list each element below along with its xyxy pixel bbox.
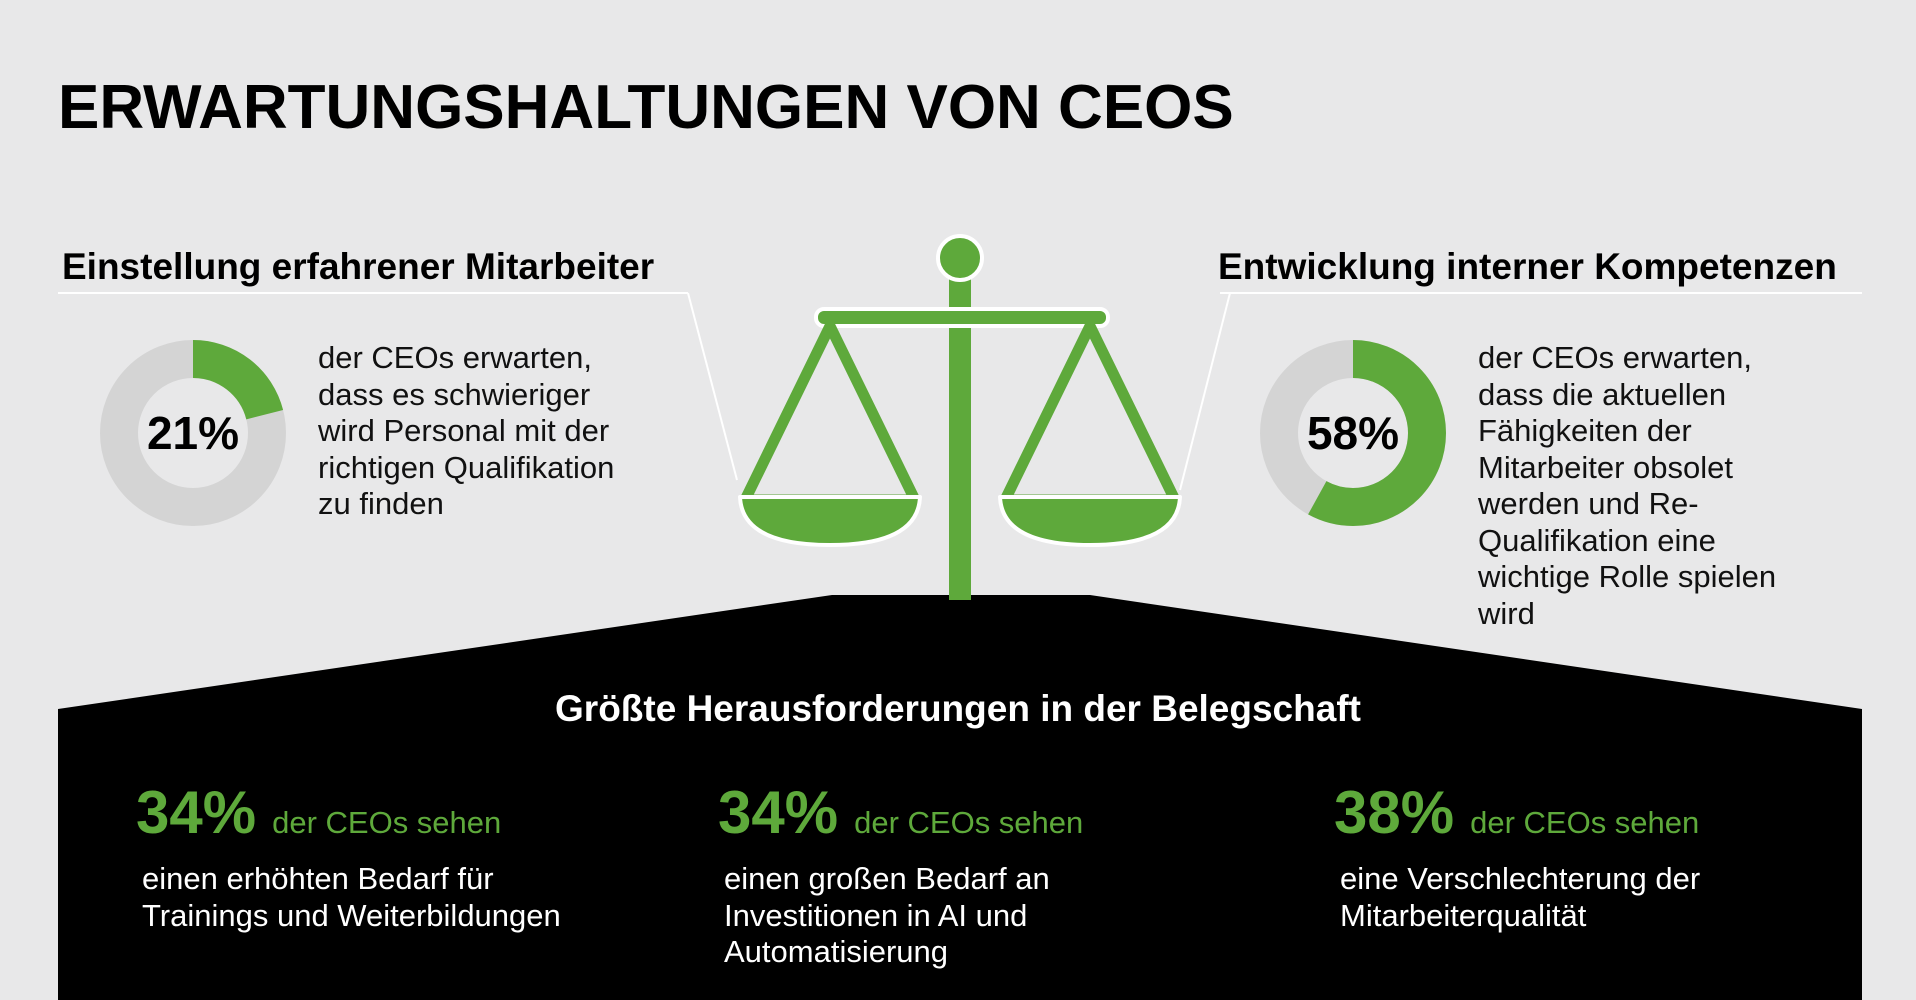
challenge-subtitle: der CEOs sehen: [272, 805, 502, 840]
left-donut-arc: [100, 340, 286, 526]
challenge-percent: 34%: [718, 779, 839, 846]
right-connector-line: [1179, 292, 1231, 491]
challenge-item: 34% der CEOs sehen einen großen Bedarf an…: [718, 778, 1164, 971]
left-section-heading: Einstellung erfahrener Mitarbeiter: [62, 246, 655, 287]
left-donut-chart: 21%: [98, 338, 288, 528]
challenge-description: eine Verschlechterung der Mitarbeiterqua…: [1340, 861, 1701, 933]
page-title: ERWARTUNGSHALTUNGEN VON CEOS: [58, 73, 1234, 142]
right-section-heading: Entwicklung interner Kompetenzen: [1218, 246, 1837, 287]
right-section-description: der CEOs erwarten, dass die aktuellen Fä…: [1478, 340, 1777, 631]
right-donut-chart: 58%: [1258, 338, 1448, 528]
challenges-heading: Größte Herausforderungen in der Belegsch…: [555, 688, 1361, 729]
right-donut-arc: [1260, 340, 1446, 526]
left-connector-line: [687, 292, 738, 481]
scales-of-justice-icon: [738, 234, 1182, 600]
challenge-subtitle: der CEOs sehen: [1470, 805, 1700, 840]
challenge-item: 34% der CEOs sehen einen erhöhten Bedarf …: [136, 778, 582, 934]
challenge-description: einen großen Bedarf an Investitionen in …: [724, 861, 1050, 969]
challenge-percent: 38%: [1334, 779, 1455, 846]
challenge-percent: 34%: [136, 779, 257, 846]
right-donut-percent: 58%: [1306, 407, 1400, 459]
left-donut-percent: 21%: [146, 407, 240, 459]
black-panel: [58, 595, 1862, 1000]
left-section-description: der CEOs erwarten, dass es schwieriger w…: [318, 340, 615, 521]
challenge-description: einen erhöhten Bedarf für Trainings und …: [142, 861, 561, 933]
challenge-subtitle: der CEOs sehen: [854, 805, 1084, 840]
challenge-item: 38% der CEOs sehen eine Verschlechterung …: [1334, 778, 1780, 934]
